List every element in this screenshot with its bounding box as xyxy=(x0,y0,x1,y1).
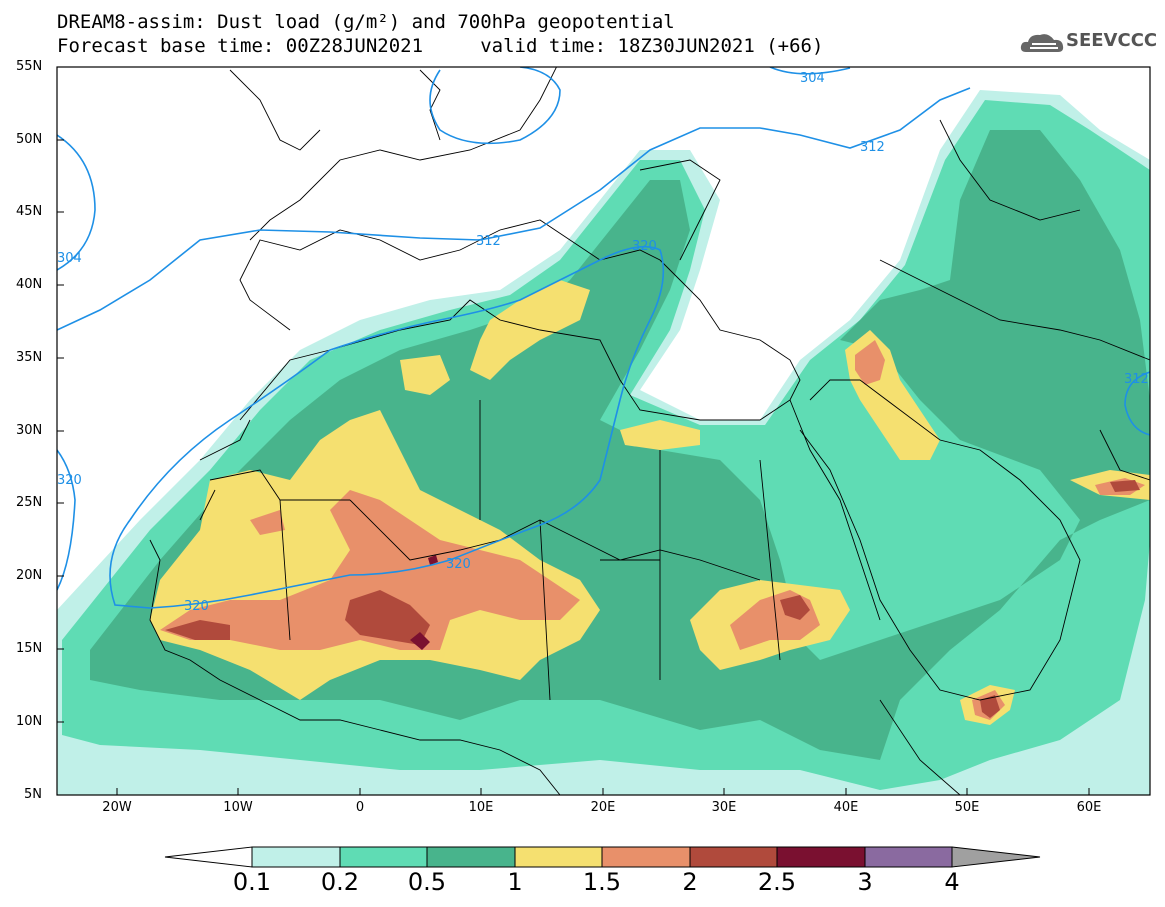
colorbar xyxy=(164,846,1041,868)
lon-label-20e: 20E xyxy=(590,800,616,815)
contour-label-320-d: 320 xyxy=(57,473,82,488)
lat-label-55n: 55N xyxy=(16,59,43,74)
colorbar-swatch-4 xyxy=(514,846,603,868)
colorbar-swatch-0 xyxy=(164,846,253,868)
lat-label-5n: 5N xyxy=(24,787,42,802)
contour-label-312: 312 xyxy=(860,140,885,155)
colorbar-tick-4: 4 xyxy=(944,868,960,896)
colorbar-swatch-6 xyxy=(689,846,778,868)
colorbar-tick-0.1: 0.1 xyxy=(232,868,272,896)
contour-label-320-b: 320 xyxy=(446,557,471,572)
dust-area-2.5 xyxy=(410,555,438,650)
contour-label-312-c: 312 xyxy=(1124,372,1149,387)
contour-label-312-b: 312 xyxy=(476,234,501,249)
colorbar-swatch-2 xyxy=(339,846,428,868)
colorbar-swatch-3 xyxy=(426,846,516,868)
colorbar-tick-2.5: 2.5 xyxy=(757,868,797,896)
map-title: DREAM8-assim: Dust load (g/m²) and 700hP… xyxy=(57,11,675,33)
colorbar-tick-1.5: 1.5 xyxy=(582,868,622,896)
coastlines xyxy=(149,67,1150,795)
lat-label-30n: 30N xyxy=(16,423,43,438)
dust-area-1.5 xyxy=(160,490,580,650)
lat-label-10n: 10N xyxy=(16,714,43,729)
lat-label-50n: 50N xyxy=(16,132,43,147)
logo-text: SEEVCCC xyxy=(1066,30,1158,51)
lon-label-20w: 20W xyxy=(102,800,132,815)
lon-label-30e: 30E xyxy=(711,800,737,815)
lon-label-40e: 40E xyxy=(833,800,859,815)
contour-labels: 304 312 312 320 320 320 320 304 312 xyxy=(57,71,1149,614)
colorbar-swatch-1 xyxy=(251,846,341,868)
contour-label-304: 304 xyxy=(800,71,825,86)
colorbar-tick-3: 3 xyxy=(857,868,873,896)
lon-label-10w: 10W xyxy=(223,800,253,815)
lon-label-0: 0 xyxy=(355,800,365,815)
colorbar-swatch-7 xyxy=(776,846,866,868)
lon-label-50e: 50E xyxy=(954,800,980,815)
lon-label-10e: 10E xyxy=(468,800,494,815)
cloud-logo-icon xyxy=(1020,34,1064,52)
colorbar-swatch-5 xyxy=(601,846,691,868)
colorbar-tick-2: 2 xyxy=(682,868,698,896)
dust-fields xyxy=(57,90,1150,795)
lat-label-35n: 35N xyxy=(16,350,43,365)
dust-area-2 xyxy=(165,480,1140,718)
forecast-times: Forecast base time: 00Z28JUN2021 valid t… xyxy=(57,35,824,57)
lon-label-60e: 60E xyxy=(1076,800,1102,815)
colorbar-swatch-9 xyxy=(951,846,1041,868)
axis-ticks xyxy=(57,66,1090,795)
colorbar-tick-0.5: 0.5 xyxy=(407,868,447,896)
contour-label-320-c: 320 xyxy=(184,599,209,614)
colorbar-swatch-8 xyxy=(864,846,953,868)
colorbar-tick-1: 1 xyxy=(507,868,523,896)
contour-label-304-b: 304 xyxy=(57,251,82,266)
contour-label-320-a: 320 xyxy=(632,239,657,254)
lat-label-15n: 15N xyxy=(16,641,43,656)
lat-label-45n: 45N xyxy=(16,204,43,219)
lat-label-40n: 40N xyxy=(16,277,43,292)
colorbar-tick-0.2: 0.2 xyxy=(320,868,360,896)
lat-label-20n: 20N xyxy=(16,568,43,583)
lat-label-25n: 25N xyxy=(16,495,43,510)
geopotential-contours xyxy=(57,67,1150,609)
